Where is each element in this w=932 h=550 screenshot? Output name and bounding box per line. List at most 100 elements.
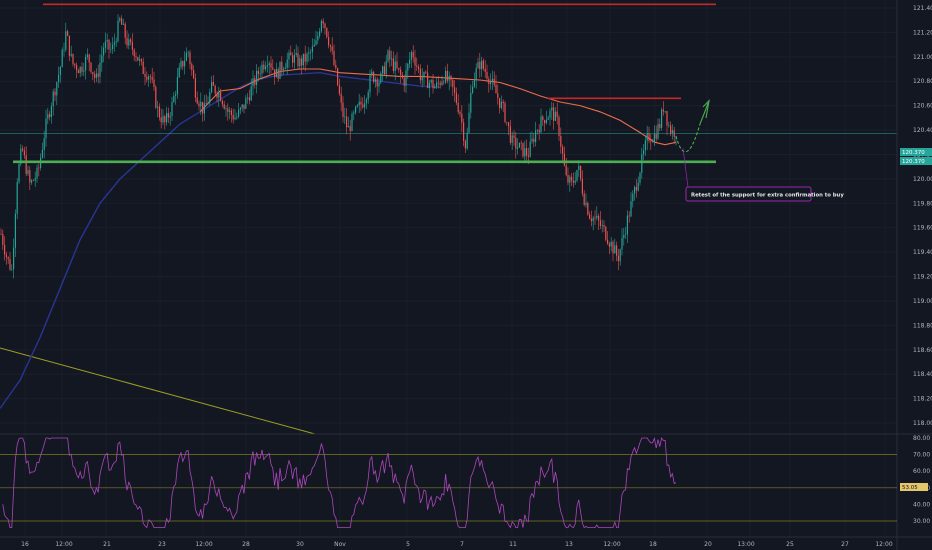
candle xyxy=(652,138,654,143)
candle-body xyxy=(542,116,544,121)
candle-body xyxy=(619,249,621,262)
candle xyxy=(378,78,380,93)
candle xyxy=(259,65,261,80)
candle xyxy=(144,66,146,86)
candle-body xyxy=(268,63,270,66)
candle xyxy=(475,63,477,89)
candle-body xyxy=(590,218,592,222)
candle xyxy=(2,229,4,250)
candle xyxy=(310,49,312,61)
candle-body xyxy=(187,52,189,53)
candle xyxy=(621,228,623,256)
candle xyxy=(130,37,132,46)
candle-body xyxy=(2,233,4,245)
candle xyxy=(14,209,16,258)
rsi-pane[interactable] xyxy=(0,436,897,529)
candle xyxy=(311,38,313,60)
candlestick-series[interactable] xyxy=(0,14,677,279)
candle xyxy=(317,31,319,45)
candle-body xyxy=(410,52,412,60)
candle xyxy=(191,62,193,76)
candle-body xyxy=(47,114,49,119)
candle-body xyxy=(14,213,16,248)
candle xyxy=(369,69,371,98)
candle-body xyxy=(202,101,204,114)
candle-body xyxy=(176,77,178,95)
candle-body xyxy=(401,74,403,78)
candle xyxy=(484,60,486,78)
candle-body xyxy=(157,106,159,108)
candle-body xyxy=(79,66,81,74)
horizontal-levels[interactable] xyxy=(0,3,897,164)
candle xyxy=(599,211,601,229)
candle-body xyxy=(162,116,164,123)
candle xyxy=(256,64,258,94)
candle-body xyxy=(281,61,283,71)
candle xyxy=(437,75,439,89)
projection-arrow[interactable] xyxy=(675,123,701,153)
candle-body xyxy=(7,257,9,259)
candle xyxy=(58,66,60,88)
candle-body xyxy=(144,73,146,77)
candle-body xyxy=(515,137,517,149)
candle-body xyxy=(63,49,65,51)
candle-body xyxy=(97,73,99,77)
candle-body xyxy=(527,155,529,157)
candle-body xyxy=(405,70,407,86)
candle-body xyxy=(481,60,483,70)
candle-body xyxy=(558,117,560,137)
annotations[interactable] xyxy=(675,99,710,188)
candle xyxy=(356,103,358,108)
candle-body xyxy=(212,81,214,86)
candle-body xyxy=(623,234,625,238)
candle-body xyxy=(518,142,520,148)
candle xyxy=(164,114,166,130)
candle xyxy=(601,219,603,233)
candle xyxy=(157,100,159,118)
candle xyxy=(218,86,220,107)
candle-body xyxy=(311,46,313,52)
candle xyxy=(671,124,673,140)
candle xyxy=(488,76,490,93)
candle xyxy=(99,54,101,84)
descending-trendline[interactable] xyxy=(0,347,316,435)
candle-body xyxy=(288,52,290,60)
candle xyxy=(403,74,405,93)
rsi-line[interactable] xyxy=(2,436,677,529)
candle xyxy=(648,126,650,144)
candle-body xyxy=(265,66,267,70)
time-axis[interactable]: 16 12:00 21 23 12:00 28 30 Nov 5 7 11 13 12:00 18 20 13… xyxy=(21,541,893,548)
candle xyxy=(176,68,178,99)
callout-annotation[interactable]: Retest of the support for extra confirma… xyxy=(685,186,844,202)
candle xyxy=(209,88,211,106)
candle xyxy=(160,108,162,129)
candle xyxy=(214,84,216,97)
candle xyxy=(463,118,465,147)
candle xyxy=(518,142,520,148)
candle-body xyxy=(5,254,7,258)
candle xyxy=(216,91,218,103)
candle xyxy=(112,37,114,54)
candle-body xyxy=(648,133,650,141)
candle xyxy=(297,46,299,70)
candle xyxy=(85,53,87,80)
candle xyxy=(245,95,247,110)
candle xyxy=(630,192,632,218)
candle xyxy=(405,63,407,93)
candle-body xyxy=(625,234,627,235)
candle-body xyxy=(149,76,151,78)
candle-body xyxy=(254,78,256,85)
candle xyxy=(81,62,83,76)
candle xyxy=(387,49,389,63)
candle xyxy=(554,107,556,121)
time-tick-label: 12:00 xyxy=(603,541,620,548)
candle-body xyxy=(482,60,484,69)
candle xyxy=(243,104,245,114)
candle xyxy=(545,110,547,125)
candle xyxy=(232,108,234,124)
candle xyxy=(5,251,7,265)
candle-body xyxy=(403,77,405,86)
candle xyxy=(657,118,659,140)
